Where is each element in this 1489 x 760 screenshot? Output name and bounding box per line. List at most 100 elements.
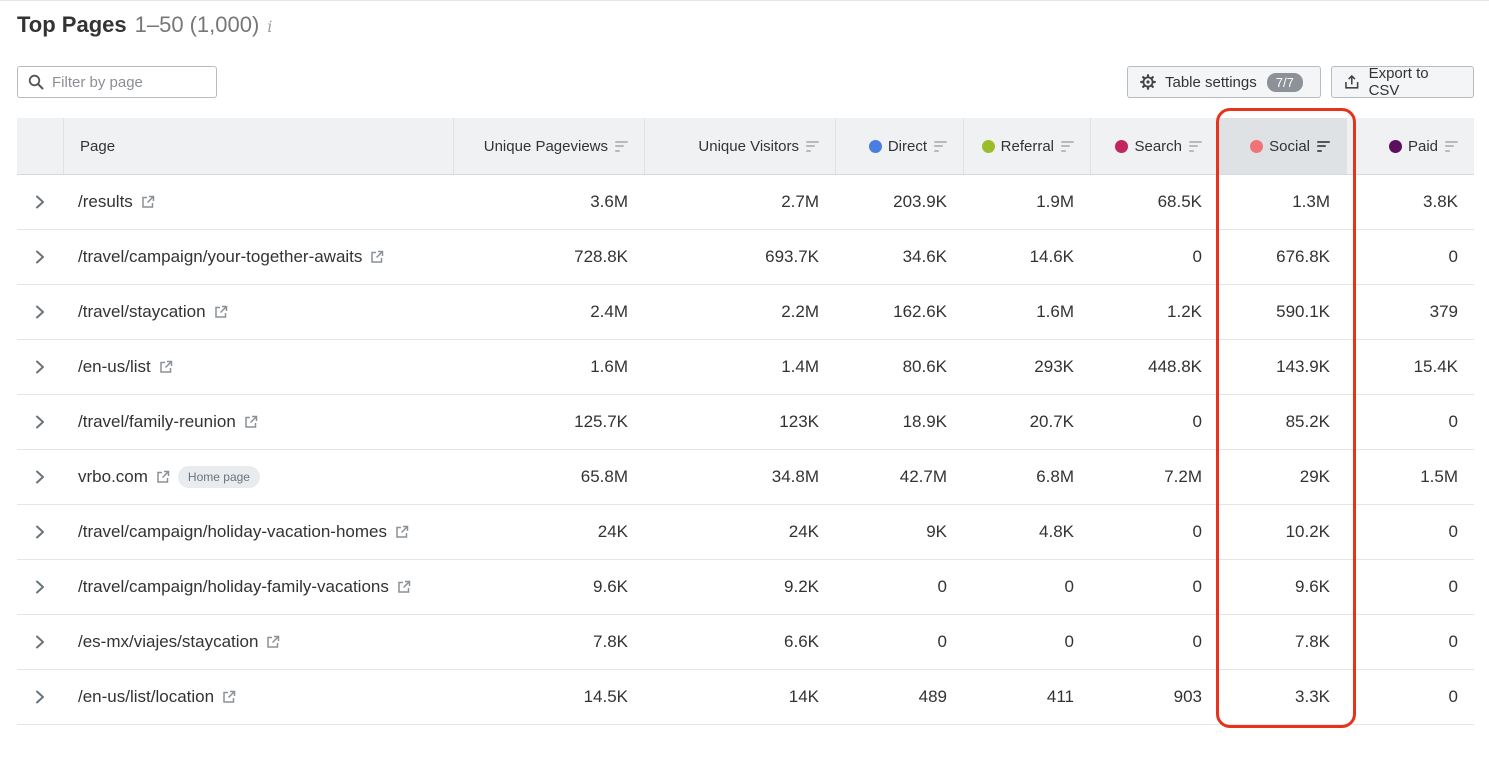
page-link[interactable]: /es-mx/viajes/staycation: [78, 632, 259, 651]
cell-social: 590.1K: [1276, 302, 1330, 321]
external-link-icon[interactable]: [266, 635, 280, 649]
export-to-csv-button[interactable]: Export to CSV: [1331, 65, 1474, 99]
expand-row-button[interactable]: [34, 285, 46, 339]
page-link[interactable]: vrbo.com: [78, 467, 148, 486]
direct-color-dot: [868, 139, 882, 153]
column-header-referral[interactable]: Referral: [963, 118, 1090, 174]
expand-row-button[interactable]: [34, 450, 46, 504]
column-header-direct[interactable]: Direct: [835, 118, 963, 174]
column-header-label: Unique Pageviews: [483, 137, 608, 155]
expand-row-button[interactable]: [34, 395, 46, 449]
cell-uv-visitors: 693.7K: [765, 247, 819, 266]
column-header-unique-pageviews[interactable]: Unique Pageviews: [453, 118, 644, 174]
cell-social: 143.9K: [1276, 357, 1330, 376]
cell-paid: 3.8K: [1423, 192, 1458, 211]
column-header-label: Social: [1269, 137, 1310, 155]
sort-icon: [1061, 140, 1074, 152]
cell-paid: 0: [1448, 247, 1458, 266]
page-link[interactable]: /travel/staycation: [78, 302, 206, 321]
table-row[interactable]: /en-us/list/location 14.5K 14K 489 411 903 3.3…: [17, 670, 1474, 725]
expand-row-button[interactable]: [34, 505, 46, 559]
cell-search: 0: [1192, 247, 1202, 266]
info-icon[interactable]: i: [267, 17, 273, 36]
upload-icon: [1345, 74, 1359, 89]
external-link-icon[interactable]: [397, 580, 411, 594]
cell-search: 0: [1192, 632, 1202, 651]
external-link-icon[interactable]: [141, 195, 155, 209]
chevron-right-icon: [36, 195, 44, 209]
table-row[interactable]: /travel/family-reunion 125.7K 123K 18.9K 20.…: [17, 395, 1474, 450]
column-header-paid[interactable]: Paid: [1346, 118, 1474, 174]
external-link-icon[interactable]: [395, 525, 409, 539]
page-link[interactable]: /travel/family-reunion: [78, 412, 236, 431]
expand-row-button[interactable]: [34, 230, 46, 284]
cell-social: 9.6K: [1295, 577, 1330, 596]
sort-icon: [1189, 140, 1202, 152]
chevron-right-icon: [36, 580, 44, 594]
columns-count-badge: 7/7: [1266, 72, 1303, 92]
external-link-icon[interactable]: [244, 415, 258, 429]
table-row[interactable]: vrbo.com Home page 65.8M 34.8M 42.7M 6.8M 7.2M…: [17, 450, 1474, 505]
table-row[interactable]: /travel/campaign/holiday-vacation-homes 2…: [17, 505, 1474, 560]
table-row[interactable]: /travel/campaign/your-together-awaits 728…: [17, 230, 1474, 285]
total-count: (1,000): [189, 12, 260, 37]
cell-paid: 1.5M: [1420, 467, 1458, 486]
column-header-social[interactable]: Social: [1218, 118, 1346, 174]
referral-color-dot: [981, 139, 995, 153]
table-row[interactable]: /results 3.6M 2.7M 203.9K 1.9M 68.5K 1.3M 3.8K: [17, 175, 1474, 230]
expand-row-button[interactable]: [34, 175, 46, 229]
cell-direct: 18.9K: [902, 412, 947, 431]
cell-uv-visitors: 14K: [788, 687, 819, 706]
filter-by-page-input[interactable]: [52, 73, 212, 91]
chevron-right-icon: [36, 415, 44, 429]
expand-row-button[interactable]: [34, 615, 46, 669]
page-cell: /travel/family-reunion: [78, 395, 258, 449]
cell-referral: 4.8K: [1039, 522, 1074, 541]
cell-uv-pageviews: 3.6M: [590, 192, 628, 211]
sort-icon: [806, 140, 819, 152]
external-link-icon[interactable]: [159, 360, 173, 374]
expand-row-button[interactable]: [34, 560, 46, 614]
page-range: 1–50: [134, 12, 184, 37]
table-row[interactable]: /es-mx/viajes/staycation 7.8K 6.6K 0 0 0 7.8K 0: [17, 615, 1474, 670]
cell-uv-pageviews: 2.4M: [590, 302, 628, 321]
sort-descending-icon: [1317, 140, 1330, 152]
cell-search: 903: [1173, 687, 1202, 706]
external-link-icon[interactable]: [156, 470, 170, 484]
column-header-page[interactable]: Page: [63, 118, 453, 174]
external-link-icon[interactable]: [214, 305, 228, 319]
page-link[interactable]: /travel/campaign/your-together-awaits: [78, 247, 363, 266]
table-row[interactable]: /travel/staycation 2.4M 2.2M 162.6K 1.6M 1.2K…: [17, 285, 1474, 340]
column-header-unique-visitors[interactable]: Unique Visitors: [644, 118, 835, 174]
cell-direct: 489: [918, 687, 947, 706]
expand-row-button[interactable]: [34, 670, 46, 724]
page-link[interactable]: /en-us/list: [78, 357, 151, 376]
gear-icon: [1140, 74, 1156, 90]
column-header-label: Paid: [1407, 137, 1438, 155]
cell-direct: 34.6K: [902, 247, 947, 266]
table-settings-button[interactable]: Table settings 7/7: [1127, 66, 1321, 98]
page-link[interactable]: /en-us/list/location: [78, 687, 215, 706]
cell-uv-visitors: 24K: [788, 522, 819, 541]
external-link-icon[interactable]: [370, 250, 384, 264]
table-body: /results 3.6M 2.7M 203.9K 1.9M 68.5K 1.3M 3.8K /…: [17, 175, 1474, 725]
filter-by-page-field[interactable]: [17, 66, 217, 98]
table-row[interactable]: /en-us/list 1.6M 1.4M 80.6K 293K 448.8K 143.9K…: [17, 340, 1474, 395]
column-header-search[interactable]: Search: [1090, 118, 1218, 174]
table-row[interactable]: /travel/campaign/holiday-family-vacation…: [17, 560, 1474, 615]
cell-uv-visitors: 123K: [779, 412, 819, 431]
social-color-dot: [1250, 139, 1264, 153]
page-title: Top Pages: [17, 12, 127, 37]
external-link-icon[interactable]: [222, 690, 236, 704]
page-cell: /en-us/list/location: [78, 670, 236, 724]
page-link[interactable]: /travel/campaign/holiday-vacation-homes: [78, 522, 387, 541]
column-header-label: Page: [80, 137, 116, 155]
page-title-row: Top Pages 1–50 (1,000) i: [17, 12, 272, 42]
expand-row-button[interactable]: [34, 340, 46, 394]
search-icon: [28, 74, 44, 90]
cell-uv-pageviews: 14.5K: [583, 687, 628, 706]
page-cell: /travel/campaign/your-together-awaits: [78, 230, 384, 284]
page-link[interactable]: /results: [78, 192, 133, 211]
cell-uv-visitors: 2.7M: [781, 192, 819, 211]
page-link[interactable]: /travel/campaign/holiday-family-vacation…: [78, 577, 389, 596]
